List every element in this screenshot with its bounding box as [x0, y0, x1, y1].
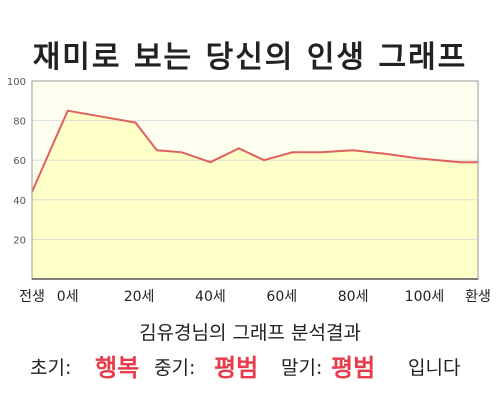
early-label: 초기:: [30, 357, 72, 379]
analysis-subtitle: 김유경님의 그래프 분석결과: [139, 322, 361, 344]
late-label: 말기:: [281, 357, 323, 379]
mid-label: 중기:: [154, 357, 196, 379]
x-tick-label: 100세: [405, 289, 445, 305]
y-tick-label: 60: [13, 156, 26, 167]
x-tick-label: 0세: [57, 289, 79, 305]
x-tick-label: 환생: [465, 289, 491, 305]
x-tick-label: 전생: [19, 289, 45, 305]
ending-text: 입니다: [408, 357, 461, 379]
x-tick-label: 20세: [124, 289, 155, 305]
x-tick-label: 40세: [195, 289, 226, 305]
y-tick-label: 20: [13, 235, 26, 246]
series-line: [31, 109, 478, 193]
page-title: 재미로 보는 당신의 인생 그래프: [32, 40, 468, 75]
mid-value: 평범: [214, 354, 259, 382]
y-tick-label: 40: [13, 196, 26, 207]
life-graph-chart: 20 40 60 80 100 전생 0세 20세 40세 60세 80세 100세 환생: [7, 77, 491, 305]
y-tick-label: 80: [13, 117, 26, 128]
late-value: 평범: [331, 354, 376, 382]
x-tick-label: 60세: [266, 289, 297, 305]
early-value: 행복: [95, 354, 140, 382]
x-tick-label: 80세: [338, 289, 369, 305]
y-tick-label: 100: [7, 77, 26, 88]
